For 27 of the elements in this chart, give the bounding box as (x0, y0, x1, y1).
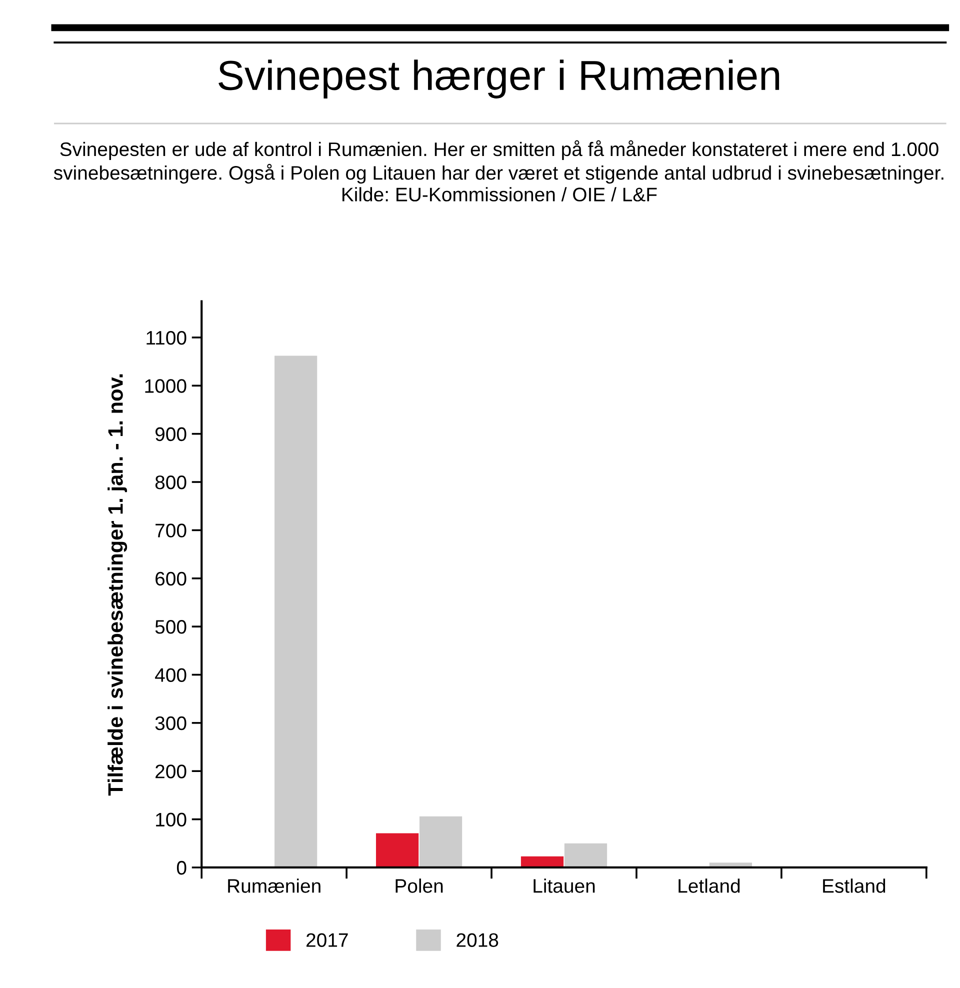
bar (419, 816, 462, 868)
y-tick-label: 800 (155, 475, 186, 490)
y-tick-label: 600 (156, 572, 186, 586)
x-tick-label: Litauen (534, 878, 595, 893)
y-tick-label: 100 (156, 812, 186, 827)
bar (274, 356, 318, 868)
x-tick-label: Polen (396, 878, 443, 893)
x-tick-label: Letland (678, 878, 740, 893)
x-tick-label: Estland (823, 878, 886, 893)
y-tick-label: 500 (155, 620, 186, 634)
y-tick-label: 1100 (146, 330, 186, 345)
x-tick-label: Rumænien (228, 878, 320, 893)
bar (564, 843, 608, 868)
y-tick-label: 400 (155, 668, 186, 682)
y-tick-label: 0 (176, 860, 186, 875)
bar (520, 856, 564, 868)
legend-label: 2018 (456, 933, 498, 947)
y-tick-label: 900 (155, 427, 186, 442)
y-tick-label: 300 (155, 716, 186, 730)
bar (376, 833, 419, 868)
y-tick-label: 1000 (145, 379, 186, 393)
chart-title: Svinepest hærger i Rumænien (218, 60, 780, 98)
legend-label: 2017 (306, 933, 348, 947)
y-tick-label: 200 (156, 764, 186, 778)
y-tick-label: 700 (156, 524, 186, 538)
chart-subtitle: Svinepesten er ude af kontrol i Rumænien. Her er smitten på få måneder konstateret i mere end 1.000 svinebesætningere. Også i Polen og Litauen har der været et stigende antal udbrud i svinebesætninger. Kilde: EU-Kommissionen / OIE / L&F (54, 140, 944, 202)
y-axis-title: Tilfælde i svinebesætninger 1. jan. - 1. nov. (108, 374, 128, 796)
